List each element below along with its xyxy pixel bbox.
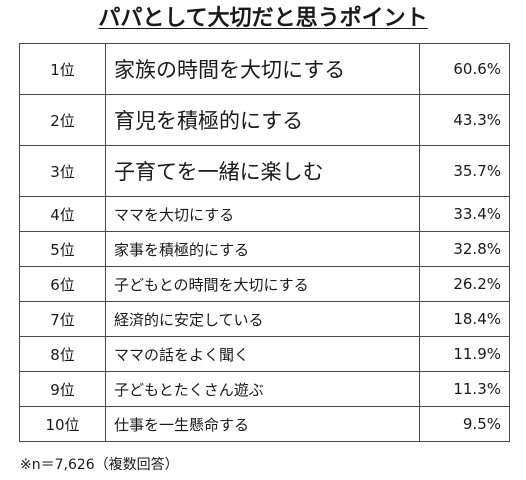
rank-cell: 10位 — [19, 406, 106, 442]
percent-cell: 43.3% — [419, 94, 510, 146]
rank-cell: 6位 — [19, 266, 106, 302]
item-cell: 子どもとの時間を大切にする — [105, 266, 420, 302]
percent-cell: 11.3% — [419, 371, 510, 407]
table-row: 9位 子どもとたくさん遊ぶ 11.3% — [19, 371, 510, 407]
rank-cell: 7位 — [19, 301, 106, 337]
item-cell: 経済的に安定している — [105, 301, 420, 337]
item-cell: 家族の時間を大切にする — [105, 43, 420, 95]
percent-cell: 35.7% — [419, 145, 510, 197]
rank-cell: 8位 — [19, 336, 106, 372]
table-row: 1位 家族の時間を大切にする 60.6% — [19, 43, 510, 95]
percent-cell: 32.8% — [419, 231, 510, 267]
table-row: 6位 子どもとの時間を大切にする 26.2% — [19, 266, 510, 302]
rank-cell: 3位 — [19, 145, 106, 197]
rank-cell: 9位 — [19, 371, 106, 407]
ranking-table: 1位 家族の時間を大切にする 60.6% 2位 育児を積極的にする 43.3% … — [19, 43, 510, 442]
rank-cell: 2位 — [19, 94, 106, 146]
percent-cell: 26.2% — [419, 266, 510, 302]
item-cell: 子どもとたくさん遊ぶ — [105, 371, 420, 407]
table-row: 2位 育児を積極的にする 43.3% — [19, 94, 510, 146]
table-row: 10位 仕事を一生懸命する 9.5% — [19, 406, 510, 442]
percent-cell: 33.4% — [419, 196, 510, 232]
percent-cell: 11.9% — [419, 336, 510, 372]
rank-cell: 5位 — [19, 231, 106, 267]
item-cell: ママの話をよく聞く — [105, 336, 420, 372]
rank-cell: 4位 — [19, 196, 106, 232]
item-cell: 育児を積極的にする — [105, 94, 420, 146]
rank-cell: 1位 — [19, 43, 106, 95]
item-cell: 子育てを一緒に楽しむ — [105, 145, 420, 197]
table-row: 5位 家事を積極的にする 32.8% — [19, 231, 510, 267]
footnote: ※n＝7,626（複数回答） — [20, 457, 179, 473]
table-row: 7位 経済的に安定している 18.4% — [19, 301, 510, 337]
percent-cell: 60.6% — [419, 43, 510, 95]
page-title-text: パパとして大切だと思うポイント — [98, 6, 428, 31]
item-cell: 仕事を一生懸命する — [105, 406, 420, 442]
page-title: パパとして大切だと思うポイント — [0, 6, 526, 32]
item-cell: ママを大切にする — [105, 196, 420, 232]
item-cell: 家事を積極的にする — [105, 231, 420, 267]
table-row: 8位 ママの話をよく聞く 11.9% — [19, 336, 510, 372]
percent-cell: 9.5% — [419, 406, 510, 442]
table-row: 3位 子育てを一緒に楽しむ 35.7% — [19, 145, 510, 197]
table-row: 4位 ママを大切にする 33.4% — [19, 196, 510, 232]
percent-cell: 18.4% — [419, 301, 510, 337]
